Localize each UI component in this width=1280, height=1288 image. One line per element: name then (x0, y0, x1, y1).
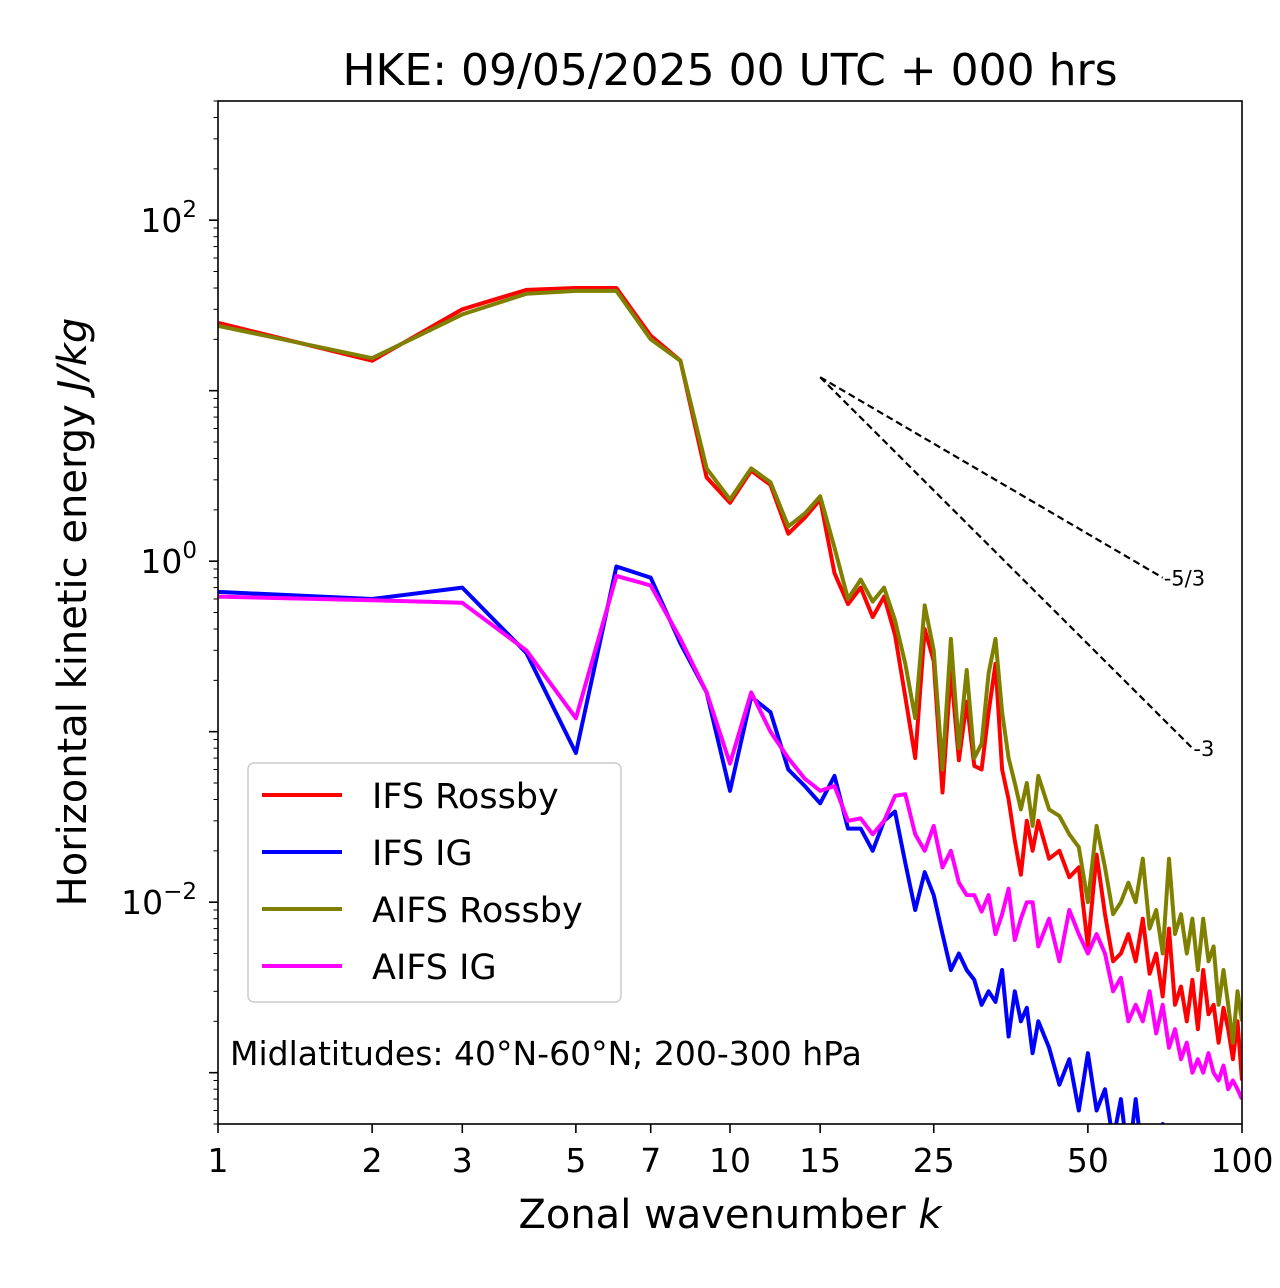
legend-label: AIFS Rossby (372, 891, 583, 931)
x-tick-label: 7 (640, 1141, 661, 1180)
legend-label: IFS Rossby (372, 777, 559, 817)
slope-label: -3 (1193, 737, 1214, 761)
x-tick-label: 100 (1211, 1141, 1274, 1180)
region-annotation: Midlatitudes: 40°N-60°N; 200-300 hPa (230, 1034, 862, 1073)
y-axis-label: Horizontal kinetic energy J/kg (50, 318, 96, 907)
x-tick-label: 3 (452, 1141, 473, 1180)
x-tick-label: 1 (208, 1141, 229, 1180)
y-tick-base: 10 (121, 883, 163, 922)
slope-line (819, 376, 1164, 579)
legend-box (247, 762, 622, 1003)
plot-frame (217, 100, 1243, 1125)
x-tick-label: 15 (799, 1141, 841, 1180)
chart-title: HKE: 09/05/2025 00 UTC + 000 hrs (342, 45, 1117, 96)
x-tick-label: 5 (565, 1141, 586, 1180)
legend-label: AIFS IG (372, 948, 497, 988)
y-tick-base: 10 (140, 201, 182, 240)
x-tick-label: 2 (362, 1141, 383, 1180)
y-tick-exponent: −2 (163, 879, 197, 905)
y-tick-exponent: 0 (182, 538, 197, 564)
legend: IFS Rossby IFS IG AIFS Rossby AIFS IG (247, 762, 622, 1003)
x-tick-label: 50 (1067, 1141, 1109, 1180)
y-tick-exponent: 2 (182, 197, 197, 223)
series-layer (218, 286, 1242, 1124)
x-axis-label: Zonal wavenumber k (518, 1192, 943, 1238)
y-tick-label: 10−2 (121, 879, 197, 922)
slope-label: -5/3 (1164, 567, 1205, 591)
y-tick-label: 102 (140, 197, 197, 240)
series-line-ifs-ig (218, 564, 1165, 1124)
series-line-aifs-ig (218, 573, 1242, 1100)
y-tick-label: 100 (140, 538, 197, 581)
x-tick-label: 10 (709, 1141, 751, 1180)
x-tick-label: 25 (913, 1141, 955, 1180)
series-line-aifs-rossby (218, 288, 1242, 1045)
y-tick-base: 10 (140, 542, 182, 581)
reference-slope-lines: -5/3 -3 (819, 376, 1214, 761)
legend-label: IFS IG (372, 834, 473, 874)
